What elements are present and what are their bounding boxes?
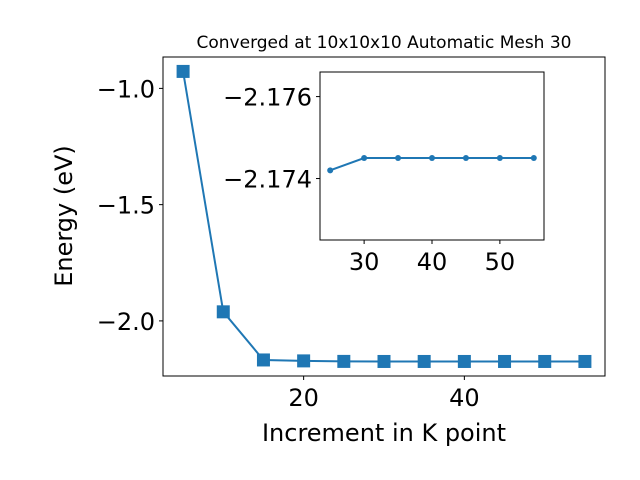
y-tick-label: −2.174 [223, 166, 312, 194]
marker [176, 64, 190, 78]
y-tick-label: −1.5 [97, 192, 155, 220]
chart-title: Converged at 10x10x10 Automatic Mesh 30 [197, 33, 572, 53]
marker [457, 354, 471, 368]
marker [216, 305, 230, 319]
marker [395, 155, 402, 162]
marker [337, 354, 351, 368]
x-tick-label: 20 [288, 384, 319, 412]
marker [256, 353, 270, 367]
marker [297, 354, 311, 368]
marker [327, 167, 334, 174]
y-axis-label: Energy (eV) [50, 145, 78, 287]
marker [377, 354, 391, 368]
marker [538, 354, 552, 368]
y-tick-label: −2.0 [97, 308, 155, 336]
marker [417, 354, 431, 368]
marker [496, 155, 503, 162]
marker [361, 155, 368, 162]
marker [530, 155, 537, 162]
y-tick-label: −1.0 [97, 75, 155, 103]
x-tick-label: 30 [349, 248, 380, 276]
x-tick-label: 40 [449, 384, 480, 412]
y-tick-label: −2.176 [223, 84, 312, 112]
marker [498, 354, 512, 368]
marker [462, 155, 469, 162]
x-tick-label: 40 [417, 248, 448, 276]
x-axis-label: Increment in K point [262, 419, 506, 447]
x-tick-label: 50 [485, 248, 516, 276]
marker [429, 155, 435, 162]
marker [578, 354, 592, 368]
